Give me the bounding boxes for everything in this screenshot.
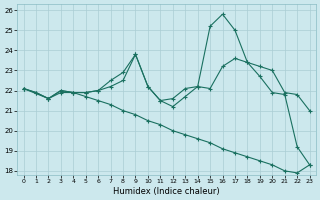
X-axis label: Humidex (Indice chaleur): Humidex (Indice chaleur) bbox=[113, 187, 220, 196]
